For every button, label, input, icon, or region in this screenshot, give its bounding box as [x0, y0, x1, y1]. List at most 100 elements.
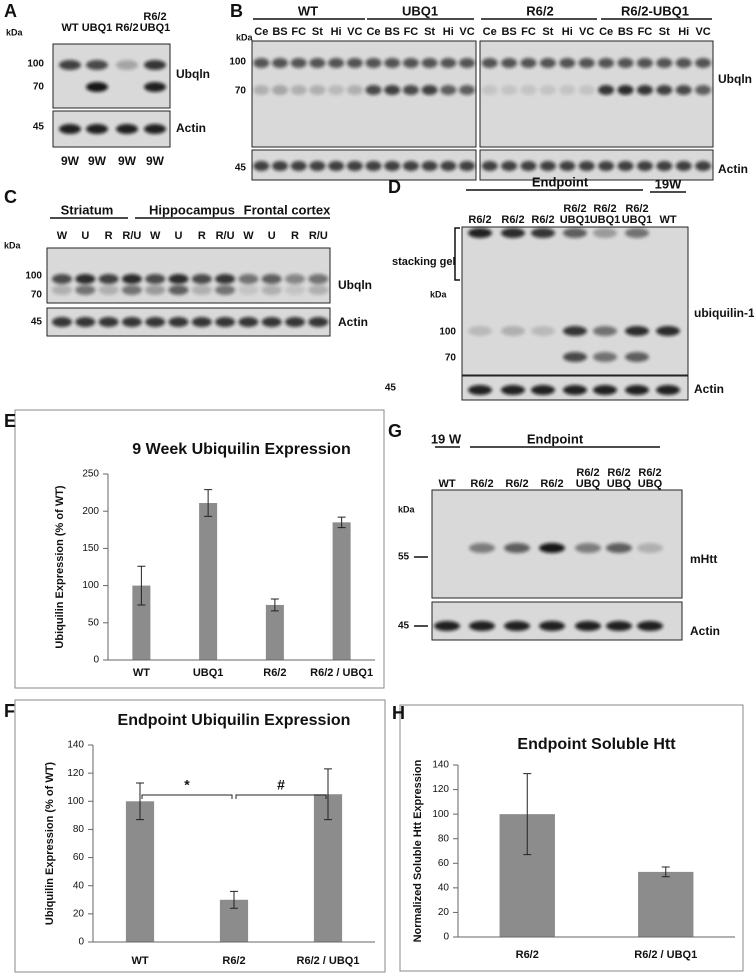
panel-letter: C [4, 187, 17, 207]
blot-band [598, 85, 615, 95]
lane-label: R/U [122, 230, 141, 242]
bar [132, 585, 151, 660]
blot-band [98, 317, 119, 327]
footer-label: 9W [61, 154, 80, 168]
y-tick-label: 140 [432, 760, 449, 771]
blot-band [617, 58, 634, 68]
marker-label: 45 [385, 383, 397, 394]
footer-label: 9W [146, 154, 165, 168]
y-tick-label: 50 [88, 617, 100, 628]
group-label: Hippocampus [149, 202, 235, 217]
blot-band [116, 124, 138, 134]
kda-label: kDa [4, 240, 22, 250]
blot-band [606, 621, 632, 631]
blot-band [59, 60, 81, 70]
blot-band [261, 285, 282, 295]
lane-label: R6/2 [470, 478, 493, 490]
footer-label: 9W [118, 154, 137, 168]
group-label: 19 W [431, 431, 462, 446]
protein-label: Actin [718, 162, 748, 176]
blot-band [637, 543, 663, 553]
lane-label: Hi [443, 26, 454, 38]
blot-band [531, 228, 555, 238]
significance-bracket [141, 794, 233, 799]
group-label: 19W [655, 176, 682, 191]
blot-band [501, 161, 518, 171]
blot-band [421, 58, 438, 68]
blot-band [144, 124, 166, 134]
blot-band [617, 85, 634, 95]
marker-label: 100 [439, 327, 456, 338]
blot-band [86, 124, 108, 134]
blot-band [402, 85, 419, 95]
error-bar [136, 782, 144, 821]
blot-band [384, 58, 401, 68]
blot-band [215, 274, 236, 284]
lane-label: UBQ1 [140, 22, 171, 34]
x-tick-label: R6/2 [263, 667, 286, 679]
y-tick-label: 60 [438, 858, 450, 869]
y-tick-label: 20 [438, 907, 450, 918]
marker-label: 70 [33, 82, 45, 93]
blot-band [578, 161, 595, 171]
protein-label: Ubqln [176, 67, 210, 81]
blot-band [346, 85, 363, 95]
x-tick-label: R6/2 / UBQ1 [297, 955, 360, 967]
blot-band [346, 58, 363, 68]
kda-label: kDa [6, 27, 24, 37]
chart-title: Endpoint Ubiquilin Expression [118, 712, 351, 729]
lane-label: UBQ [607, 478, 632, 490]
blot-band [468, 385, 492, 395]
blot-band [440, 85, 457, 95]
y-tick-label: 100 [82, 580, 99, 591]
blot-band [253, 58, 270, 68]
blot-band [563, 228, 587, 238]
blot-band [440, 58, 457, 68]
blot-band [52, 285, 72, 295]
y-tick-label: 200 [82, 506, 99, 517]
error-bar [523, 773, 532, 856]
blot-band [501, 58, 518, 68]
chart-title: 9 Week Ubiquilin Expression [132, 441, 350, 458]
marker-label: 100 [27, 59, 44, 70]
blot-band [253, 85, 270, 95]
protein-label: ubiquilin-1 [694, 306, 754, 320]
protein-label: mHtt [690, 552, 717, 566]
lane-label: UBQ [638, 478, 663, 490]
significance-mark: * [184, 777, 190, 793]
blot-band [459, 85, 475, 95]
blot-band [531, 326, 555, 336]
blot-band [285, 285, 305, 295]
blot-membrane [46, 247, 331, 304]
blot-band [593, 326, 617, 336]
kda-label: kDa [236, 32, 254, 42]
blot-membrane [251, 40, 477, 148]
significance-bracket [235, 794, 327, 799]
marker-label: 100 [229, 57, 246, 68]
blot-band [121, 274, 142, 284]
blot-band [215, 285, 236, 295]
y-tick-label: 40 [73, 880, 85, 891]
y-tick-label: 0 [78, 937, 84, 948]
marker-label: 70 [235, 86, 247, 97]
y-tick-label: 0 [443, 932, 449, 943]
protein-label: Ubqln [338, 278, 372, 292]
blot-membrane [461, 226, 689, 376]
y-tick-label: 100 [432, 809, 449, 820]
note-label: stacking gel [392, 256, 456, 268]
panel-letter: H [392, 703, 405, 723]
group-label: Striatum [61, 202, 114, 217]
blot-band [563, 352, 587, 362]
blot-band [98, 274, 119, 284]
blot-band [308, 285, 329, 295]
lane-label: WT [61, 22, 78, 34]
blot-band [578, 58, 595, 68]
lane-label: Hi [562, 26, 573, 38]
lane-label: R [105, 230, 113, 242]
y-axis-label: Ubiquilin Expression (% of WT) [44, 762, 56, 926]
blot-band [504, 543, 530, 553]
blot-band [606, 543, 632, 553]
error-bar [661, 866, 670, 878]
x-tick-label: R6/2 [222, 955, 245, 967]
blot-band [459, 58, 475, 68]
